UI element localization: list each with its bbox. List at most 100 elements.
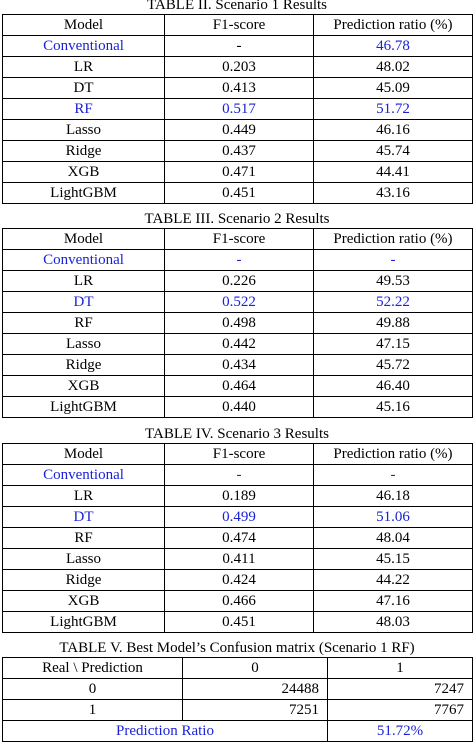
real-label-cell: 1 (2, 699, 183, 721)
model-cell: DT (2, 291, 165, 313)
table-row: Lasso 0.442 47.15 (2, 333, 473, 355)
table-row: DT 0.522 52.22 (2, 291, 473, 313)
f1-cell: 0.189 (164, 485, 314, 507)
table-header-row: Model F1-score Prediction ratio (%) (2, 228, 473, 250)
table-row: XGB 0.466 47.16 (2, 590, 473, 612)
table-iv: Model F1-score Prediction ratio (%) Conv… (2, 443, 473, 633)
f1-cell: 0.203 (164, 56, 314, 78)
f1-cell: 0.226 (164, 270, 314, 292)
header-ratio: Prediction ratio (%) (313, 228, 473, 250)
model-cell: Lasso (2, 119, 165, 141)
ratio-cell: 45.15 (313, 548, 473, 570)
f1-cell: 0.522 (164, 291, 314, 313)
ratio-cell: 48.02 (313, 56, 473, 78)
table-row: XGB 0.464 46.40 (2, 375, 473, 397)
ratio-cell: 49.53 (313, 270, 473, 292)
header-f1: F1-score (164, 228, 314, 250)
ratio-cell: 46.78 (313, 35, 473, 57)
model-cell: LightGBM (2, 611, 165, 633)
table-row: DT 0.499 51.06 (2, 506, 473, 528)
table-row: Conventional - - (2, 464, 473, 486)
model-cell: Lasso (2, 548, 165, 570)
ratio-cell: - (313, 464, 473, 486)
model-cell: XGB (2, 590, 165, 612)
f1-cell: 0.440 (164, 396, 314, 418)
header-f1: F1-score (164, 14, 314, 36)
table-iii: Model F1-score Prediction ratio (%) Conv… (2, 228, 473, 418)
table-row: Ridge 0.424 44.22 (2, 569, 473, 591)
model-cell: Lasso (2, 333, 165, 355)
table-header-row: Real \ Prediction 0 1 (2, 657, 473, 679)
f1-cell: 0.499 (164, 506, 314, 528)
table-row: Conventional - - (2, 249, 473, 271)
model-cell: Conventional (2, 464, 165, 486)
table-row: 0 24488 7247 (2, 678, 473, 700)
header-model: Model (2, 14, 165, 36)
prediction-ratio-label: Prediction Ratio (2, 720, 328, 742)
f1-cell: 0.451 (164, 611, 314, 633)
f1-cell: 0.464 (164, 375, 314, 397)
table-row: Ridge 0.434 45.72 (2, 354, 473, 376)
table-header-row: Model F1-score Prediction ratio (%) (2, 14, 473, 36)
table-iv-caption: TABLE IV. Scenario 3 Results (145, 426, 329, 442)
table-row: LR 0.189 46.18 (2, 485, 473, 507)
table-row: LR 0.226 49.53 (2, 270, 473, 292)
ratio-cell: 45.09 (313, 77, 473, 99)
ratio-cell: 49.88 (313, 312, 473, 334)
table-header-row: Model F1-score Prediction ratio (%) (2, 443, 473, 465)
f1-cell: - (164, 464, 314, 486)
model-cell: XGB (2, 375, 165, 397)
model-cell: RF (2, 312, 165, 334)
model-cell: XGB (2, 161, 165, 183)
count-cell: 24488 (182, 678, 328, 700)
table-row: RF 0.474 48.04 (2, 527, 473, 549)
real-label-cell: 0 (2, 678, 183, 700)
ratio-cell: 48.04 (313, 527, 473, 549)
header-ratio: Prediction ratio (%) (313, 443, 473, 465)
f1-cell: 0.442 (164, 333, 314, 355)
ratio-cell: 51.06 (313, 506, 473, 528)
f1-cell: 0.424 (164, 569, 314, 591)
count-cell: 7247 (327, 678, 473, 700)
table-row: DT 0.413 45.09 (2, 77, 473, 99)
model-cell: LR (2, 270, 165, 292)
table-row: LightGBM 0.451 48.03 (2, 611, 473, 633)
model-cell: LightGBM (2, 396, 165, 418)
f1-cell: 0.466 (164, 590, 314, 612)
table-row: Conventional -46.78 (2, 35, 473, 57)
confusion-matrix-table: Real \ Prediction 0 1 0 24488 7247 1 725… (2, 657, 473, 742)
ratio-cell: 48.03 (313, 611, 473, 633)
f1-cell: 0.498 (164, 312, 314, 334)
ratio-cell: - (313, 249, 473, 271)
ratio-cell: 45.74 (313, 140, 473, 162)
model-cell: Ridge (2, 354, 165, 376)
f1-cell: 0.474 (164, 527, 314, 549)
model-cell: Conventional (2, 249, 165, 271)
ratio-cell: 45.72 (313, 354, 473, 376)
ratio-cell: 47.15 (313, 333, 473, 355)
f1-cell: 0.411 (164, 548, 314, 570)
header-pred-1: 1 (327, 657, 473, 679)
model-cell: LR (2, 56, 165, 78)
table-row: Prediction Ratio 51.72% (2, 720, 473, 742)
model-cell: DT (2, 506, 165, 528)
table-v-caption: TABLE V. Best Model’s Confusion matrix (… (59, 640, 415, 656)
ratio-cell: 46.18 (313, 485, 473, 507)
ratio-cell: 44.41 (313, 161, 473, 183)
table-iii-caption: TABLE III. Scenario 2 Results (144, 211, 330, 227)
ratio-cell: 43.16 (313, 182, 473, 204)
f1-cell: 0.451 (164, 182, 314, 204)
table-ii-caption: TABLE II. Scenario 1 Results (146, 0, 327, 13)
header-ratio: Prediction ratio (%) (313, 14, 473, 36)
model-cell: DT (2, 77, 165, 99)
header-model: Model (2, 228, 165, 250)
header-f1: F1-score (164, 443, 314, 465)
table-row: Lasso 0.411 45.15 (2, 548, 473, 570)
f1-cell: 0.437 (164, 140, 314, 162)
f1-cell: - (164, 249, 314, 271)
table-row: LightGBM 0.451 43.16 (2, 182, 473, 204)
prediction-ratio-value: 51.72% (327, 720, 473, 742)
f1-cell: 0.413 (164, 77, 314, 99)
model-cell: Ridge (2, 140, 165, 162)
table-row: 1 7251 7767 (2, 699, 473, 721)
